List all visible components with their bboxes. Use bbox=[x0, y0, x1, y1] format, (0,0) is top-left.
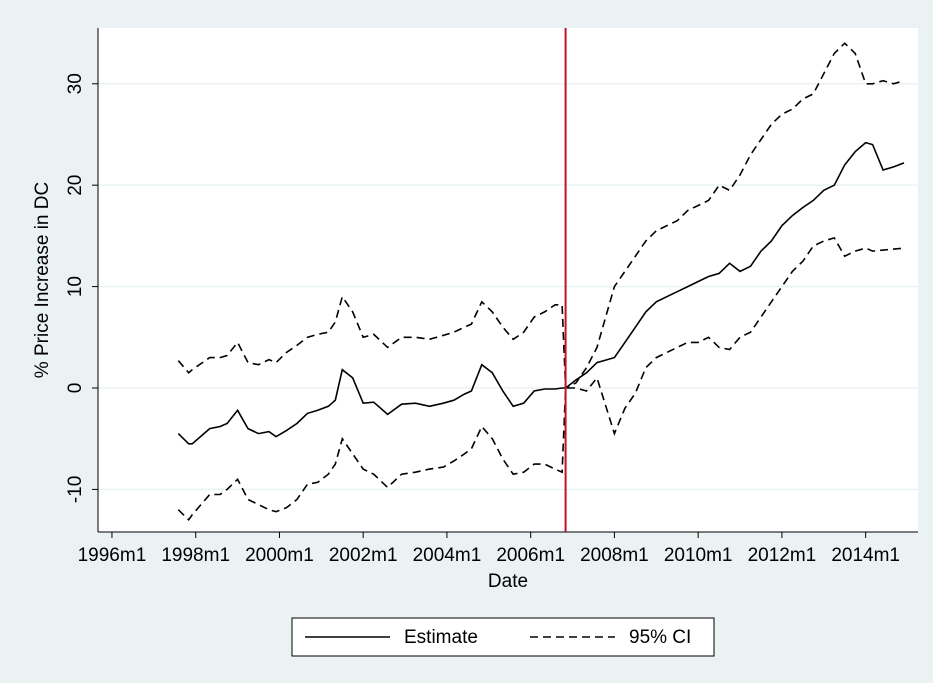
plot-area bbox=[98, 28, 918, 532]
legend-label: 95% CI bbox=[629, 627, 691, 648]
series-line bbox=[177, 42, 905, 390]
x-tick-label: 2012m1 bbox=[748, 545, 817, 566]
y-tick-label: 10 bbox=[65, 276, 86, 297]
y-tick-label: -10 bbox=[65, 476, 86, 503]
series-line bbox=[177, 141, 905, 445]
y-tick-label: 0 bbox=[65, 383, 86, 394]
x-tick-label: 1998m1 bbox=[161, 545, 230, 566]
x-tick-label: 2010m1 bbox=[664, 545, 733, 566]
legend-label: Estimate bbox=[404, 627, 478, 648]
series-line bbox=[177, 236, 905, 522]
x-tick-label: 2000m1 bbox=[245, 545, 314, 566]
y-tick-label: 30 bbox=[65, 73, 86, 94]
x-tick-label: 2004m1 bbox=[413, 545, 482, 566]
x-tick-label: 2002m1 bbox=[329, 545, 398, 566]
x-tick-label: 2008m1 bbox=[580, 545, 649, 566]
x-tick-label: 2006m1 bbox=[496, 545, 565, 566]
x-axis-title: Date bbox=[488, 571, 528, 592]
x-tick-label: 1996m1 bbox=[78, 545, 147, 566]
y-tick-label: 20 bbox=[65, 175, 86, 196]
y-axis-title: % Price Increase in DC bbox=[32, 182, 53, 378]
x-tick-label: 2014m1 bbox=[831, 545, 900, 566]
